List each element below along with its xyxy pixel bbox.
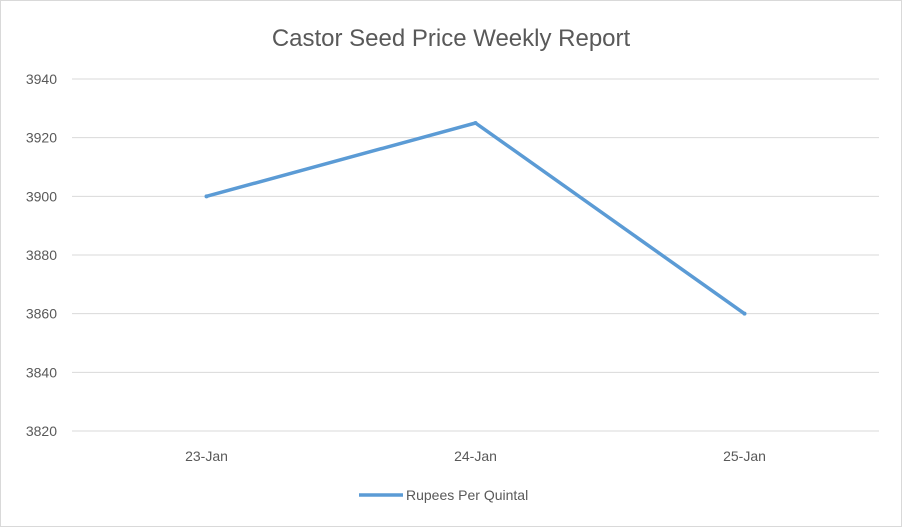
x-tick-label: 23-Jan (185, 448, 228, 464)
legend-label: Rupees Per Quintal (406, 487, 528, 503)
y-tick-label: 3820 (26, 423, 57, 439)
y-tick-label: 3880 (26, 247, 57, 263)
series-line (204, 121, 747, 316)
x-tick-label: 24-Jan (454, 448, 497, 464)
y-axis-ticks: 3820 3840 3860 3880 3900 3920 3940 (26, 71, 57, 439)
y-tick-label: 3940 (26, 71, 57, 87)
series-group (204, 121, 747, 316)
data-point (204, 194, 209, 199)
x-tick-label: 25-Jan (723, 448, 766, 464)
legend: Rupees Per Quintal (359, 487, 528, 503)
chart-title: Castor Seed Price Weekly Report (272, 25, 631, 52)
gridlines (72, 78, 879, 432)
y-tick-label: 3860 (26, 306, 57, 322)
x-axis-ticks: 23-Jan 24-Jan 25-Jan (185, 448, 766, 464)
data-point (473, 121, 478, 125)
y-tick-label: 3840 (26, 364, 57, 380)
data-point (742, 311, 747, 316)
y-tick-label: 3920 (26, 130, 57, 146)
y-tick-label: 3900 (26, 188, 57, 204)
